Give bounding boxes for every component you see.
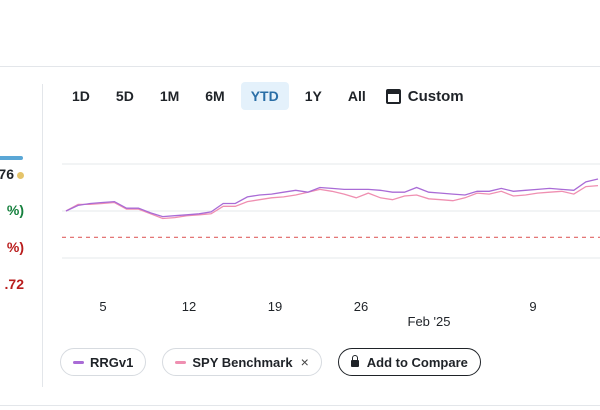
top-divider	[0, 66, 600, 67]
remove-benchmark-icon[interactable]: ×	[300, 354, 309, 370]
range-5d-button[interactable]: 5D	[115, 88, 134, 104]
chart-legend: RRGv1 SPY Benchmark × Add to Compare	[60, 348, 481, 376]
x-tick-label: 9	[529, 299, 536, 314]
bottom-divider	[0, 405, 600, 406]
accent-bar	[0, 156, 23, 160]
legend-swatch-spy-benchmark	[175, 360, 187, 364]
performance-chart: 5 12 19 26 9 Feb '25	[62, 163, 600, 329]
range-ytd-button[interactable]: YTD	[240, 82, 289, 110]
legend-label-rrgv1: RRGv1	[90, 354, 134, 370]
panel-divider	[42, 84, 43, 387]
x-tick-label: 19	[268, 299, 282, 314]
legend-swatch-rrgv1	[73, 360, 84, 364]
legend-chip-rrgv1[interactable]: RRGv1	[60, 348, 147, 376]
x-axis-month-label: Feb '25	[408, 314, 451, 329]
stat-value-change-positive: %)	[6, 202, 24, 218]
x-tick-label: 26	[354, 299, 368, 314]
range-1y-button[interactable]: 1Y	[304, 88, 322, 104]
x-axis-ticks: 5 12 19 26 9	[99, 299, 536, 314]
range-6m-button[interactable]: 6M	[205, 88, 225, 104]
custom-range-label: Custom	[407, 87, 464, 105]
status-dot	[17, 172, 24, 179]
custom-range-button[interactable]: Custom	[385, 87, 464, 105]
add-to-compare-button[interactable]: Add to Compare	[337, 348, 481, 376]
chart-grid	[62, 163, 600, 259]
legend-label-spy-benchmark: SPY Benchmark	[192, 354, 293, 370]
range-1m-button[interactable]: 1M	[159, 88, 180, 104]
lock-icon	[350, 355, 359, 367]
series-line-rrgv1	[65, 178, 599, 218]
range-1d-button[interactable]: 1D	[72, 88, 90, 104]
left-stats-panel: 76 %) %) .72	[0, 0, 24, 410]
stat-value-price: 76	[0, 166, 14, 182]
x-tick-label: 12	[182, 299, 196, 314]
legend-chip-spy-benchmark[interactable]: SPY Benchmark ×	[162, 348, 322, 376]
x-tick-label: 5	[99, 299, 106, 314]
range-all-button[interactable]: All	[347, 88, 366, 104]
stat-value-amount: .72	[4, 276, 24, 292]
add-to-compare-label: Add to Compare	[366, 354, 468, 370]
stat-value-change-negative: %)	[6, 239, 24, 255]
time-range-selector: 1D 5D 1M 6M YTD 1Y All Custom	[62, 82, 464, 110]
calendar-icon	[385, 88, 401, 104]
series-line-spy-benchmark	[65, 184, 599, 220]
